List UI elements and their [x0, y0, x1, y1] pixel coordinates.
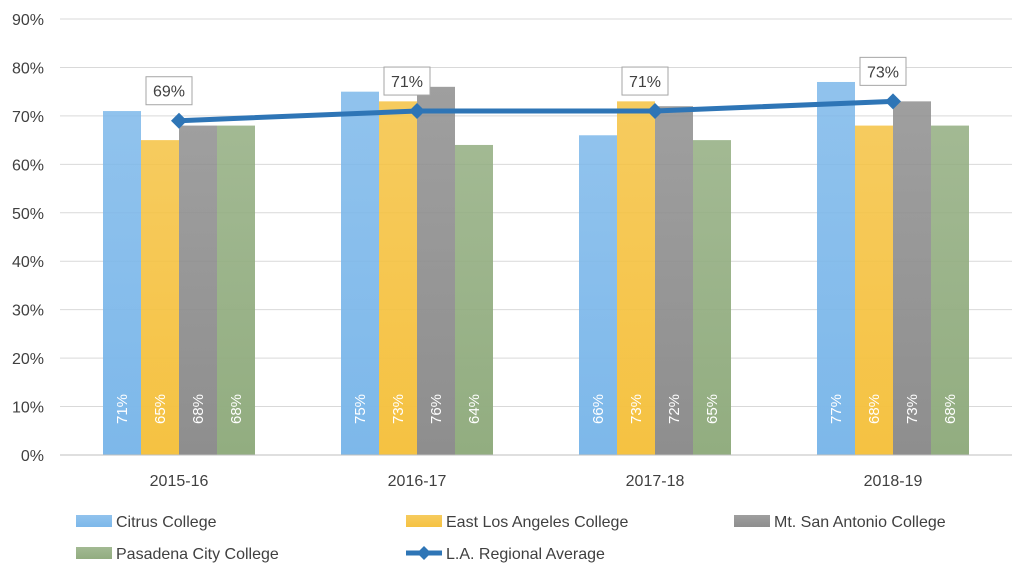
y-tick-label: 0%: [21, 448, 44, 465]
bar-data-label: 64%: [466, 394, 483, 424]
line-label-box: [859, 56, 907, 86]
bar-data-label: 72%: [666, 394, 683, 424]
line-data-label: 73%: [867, 64, 899, 81]
bar-group-2017-18: 66% 73% 72% 65%: [579, 101, 731, 455]
legend-item-pasadena-city-college: Pasadena City College: [76, 546, 279, 563]
legend-swatch: [76, 547, 112, 559]
bars: 71% 65% 68% 68% 75% 73% 76% 64% 66% 73% 72% 65% 77% 6…: [103, 81, 969, 456]
y-tick-label: 80%: [12, 60, 44, 77]
x-tick-label: 2018-19: [864, 473, 923, 490]
bar-data-label: 73%: [390, 394, 407, 424]
legend-item-l-a-regional-average: L.A. Regional Average: [406, 546, 605, 563]
bar-data-label: 77%: [828, 394, 845, 424]
legend-label: Citrus College: [116, 514, 217, 531]
bar-pasadena-city-college-2017-18: [693, 140, 731, 455]
line-data-label: 71%: [629, 74, 661, 91]
legend-swatch: [406, 515, 442, 527]
bar-data-label: 65%: [152, 394, 169, 424]
bar-east-los-angeles-college-2016-17: [379, 101, 417, 455]
bar-data-label: 73%: [628, 394, 645, 424]
bar-mt-san-antonio-college-2018-19: [893, 101, 931, 455]
line-l-a-regional-average: [178, 98, 894, 124]
y-tick-label: 90%: [12, 12, 44, 29]
bar-group-2018-19: 77% 68% 73% 68%: [817, 81, 969, 456]
bar-mt-san-antonio-college-2015-16: [179, 125, 217, 456]
legend-swatch: [734, 515, 770, 527]
y-tick-label: 30%: [12, 303, 44, 320]
legend-label: Mt. San Antonio College: [774, 514, 946, 531]
bar-citrus-college-2016-17: [341, 91, 379, 456]
line-point-marker: [647, 103, 663, 120]
legend-item-mt-san-antonio-college: Mt. San Antonio College: [734, 514, 946, 531]
y-tick-label: 70%: [12, 109, 44, 126]
bar-citrus-college-2017-18: [579, 135, 617, 455]
bar-data-label: 68%: [228, 394, 245, 424]
legend-item-citrus-college: Citrus College: [76, 514, 217, 531]
regional-average-line: 69% 71% 71% 73%: [145, 56, 907, 129]
y-axis-ticks: 0% 10% 20% 30% 40% 50% 60% 70% 80% 90%: [12, 12, 44, 465]
legend: Citrus College East Los Angeles College Mt…: [76, 514, 946, 563]
bar-data-label: 76%: [428, 394, 445, 424]
legend-label: L.A. Regional Average: [446, 546, 605, 563]
y-tick-label: 40%: [12, 254, 44, 271]
bar-pasadena-city-college-2018-19: [931, 125, 969, 456]
bar-pasadena-city-college-2016-17: [455, 144, 493, 455]
bar-east-los-angeles-college-2017-18: [617, 101, 655, 455]
y-tick-label: 50%: [12, 206, 44, 223]
x-tick-label: 2015-16: [150, 473, 209, 490]
line-label-box: [145, 76, 193, 106]
bar-data-label: 75%: [352, 394, 369, 424]
line-data-label: 69%: [153, 84, 185, 101]
bar-mt-san-antonio-college-2016-17: [417, 86, 455, 456]
bar-pasadena-city-college-2015-16: [217, 125, 255, 456]
bar-data-label: 73%: [904, 394, 921, 424]
y-tick-label: 10%: [12, 400, 44, 417]
legend-item-east-los-angeles-college: East Los Angeles College: [406, 514, 628, 531]
y-tick-label: 60%: [12, 157, 44, 174]
bar-data-label: 68%: [866, 394, 883, 424]
legend-label: East Los Angeles College: [446, 514, 628, 531]
line-data-label: 71%: [391, 74, 423, 91]
bar-east-los-angeles-college-2018-19: [855, 125, 893, 456]
line-point-marker: [409, 103, 425, 120]
y-tick-label: 20%: [12, 351, 44, 368]
line-point-marker: [171, 112, 187, 129]
bar-data-label: 66%: [590, 394, 607, 424]
bar-group-2016-17: 75% 73% 76% 64%: [341, 86, 493, 456]
x-tick-label: 2017-18: [626, 473, 685, 490]
bar-east-los-angeles-college-2015-16: [141, 140, 179, 455]
line-label-box: [383, 66, 431, 96]
legend-marker: [417, 546, 431, 560]
legend-swatch: [76, 515, 112, 527]
bar-group-2015-16: 71% 65% 68% 68%: [103, 111, 255, 456]
line-point-marker: [885, 93, 901, 110]
bar-data-label: 71%: [114, 394, 131, 424]
bar-citrus-college-2015-16: [103, 111, 141, 456]
x-tick-label: 2016-17: [388, 473, 447, 490]
bar-mt-san-antonio-college-2017-18: [655, 106, 693, 455]
line-label-box: [621, 66, 669, 96]
bar-data-label: 68%: [190, 394, 207, 424]
legend-label: Pasadena City College: [116, 546, 279, 563]
bar-data-label: 68%: [942, 394, 959, 424]
x-axis-ticks: 2015-16 2016-17 2017-18 2018-19: [150, 473, 923, 490]
bar-data-label: 65%: [704, 394, 721, 424]
bar-citrus-college-2018-19: [817, 81, 855, 455]
